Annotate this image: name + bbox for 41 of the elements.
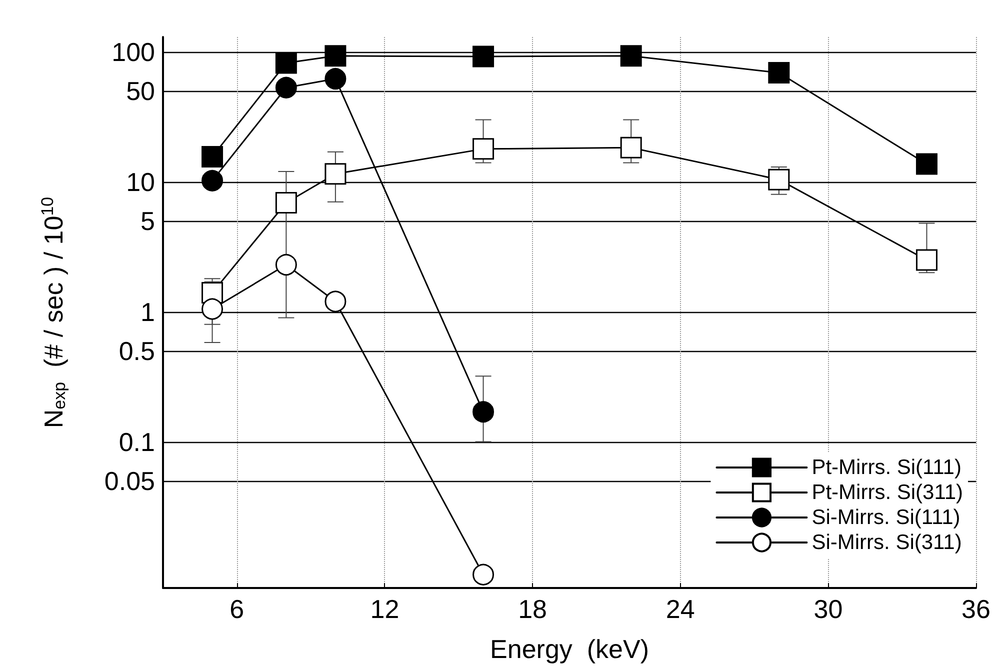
point (324, 45, 346, 67)
x-tick-label: 12 (370, 594, 400, 624)
x-tick-label: 24 (666, 594, 695, 624)
point (472, 564, 494, 586)
legend-label: Pt-Mirrs. Si(311) (812, 481, 964, 504)
y-tick-label: 1 (140, 296, 155, 327)
y-tick-label: 5 (140, 206, 155, 236)
point (620, 45, 642, 67)
legend-label: Si-Mirrs. Si(311) (812, 531, 962, 554)
y-tick-label: 10 (126, 166, 155, 197)
y-tick-label: 0.5 (118, 336, 155, 366)
legend-label: Pt-Mirrs. Si(111) (812, 456, 962, 479)
point (324, 163, 346, 185)
x-tick-label: 36 (962, 594, 990, 624)
y-axis-title: Nexp (# / sec ) / 1010 (38, 196, 69, 428)
point (768, 62, 790, 84)
x-tick-label: 6 (230, 594, 244, 624)
point (324, 68, 346, 90)
point (768, 168, 790, 190)
x-axis-title: Energy (keV) (490, 634, 649, 664)
point (275, 52, 297, 74)
y-tick-label: 0.1 (118, 426, 155, 457)
x-tick-label: 30 (814, 594, 843, 624)
y-tick-label: 100 (112, 36, 155, 67)
y-tick-label: 50 (126, 76, 155, 106)
point (472, 138, 494, 160)
point (620, 136, 642, 158)
point (275, 254, 297, 276)
x-tick-label: 18 (518, 594, 548, 624)
point (202, 298, 224, 320)
point (202, 146, 224, 168)
point (472, 401, 494, 423)
point (202, 170, 224, 192)
point (324, 290, 346, 312)
point (275, 76, 297, 98)
legend-label: Si-Mirrs. Si(111) (812, 506, 960, 529)
point (472, 46, 494, 68)
point (916, 249, 938, 271)
point (916, 153, 938, 175)
y-tick-label: 0.05 (104, 466, 155, 496)
point (275, 192, 297, 214)
